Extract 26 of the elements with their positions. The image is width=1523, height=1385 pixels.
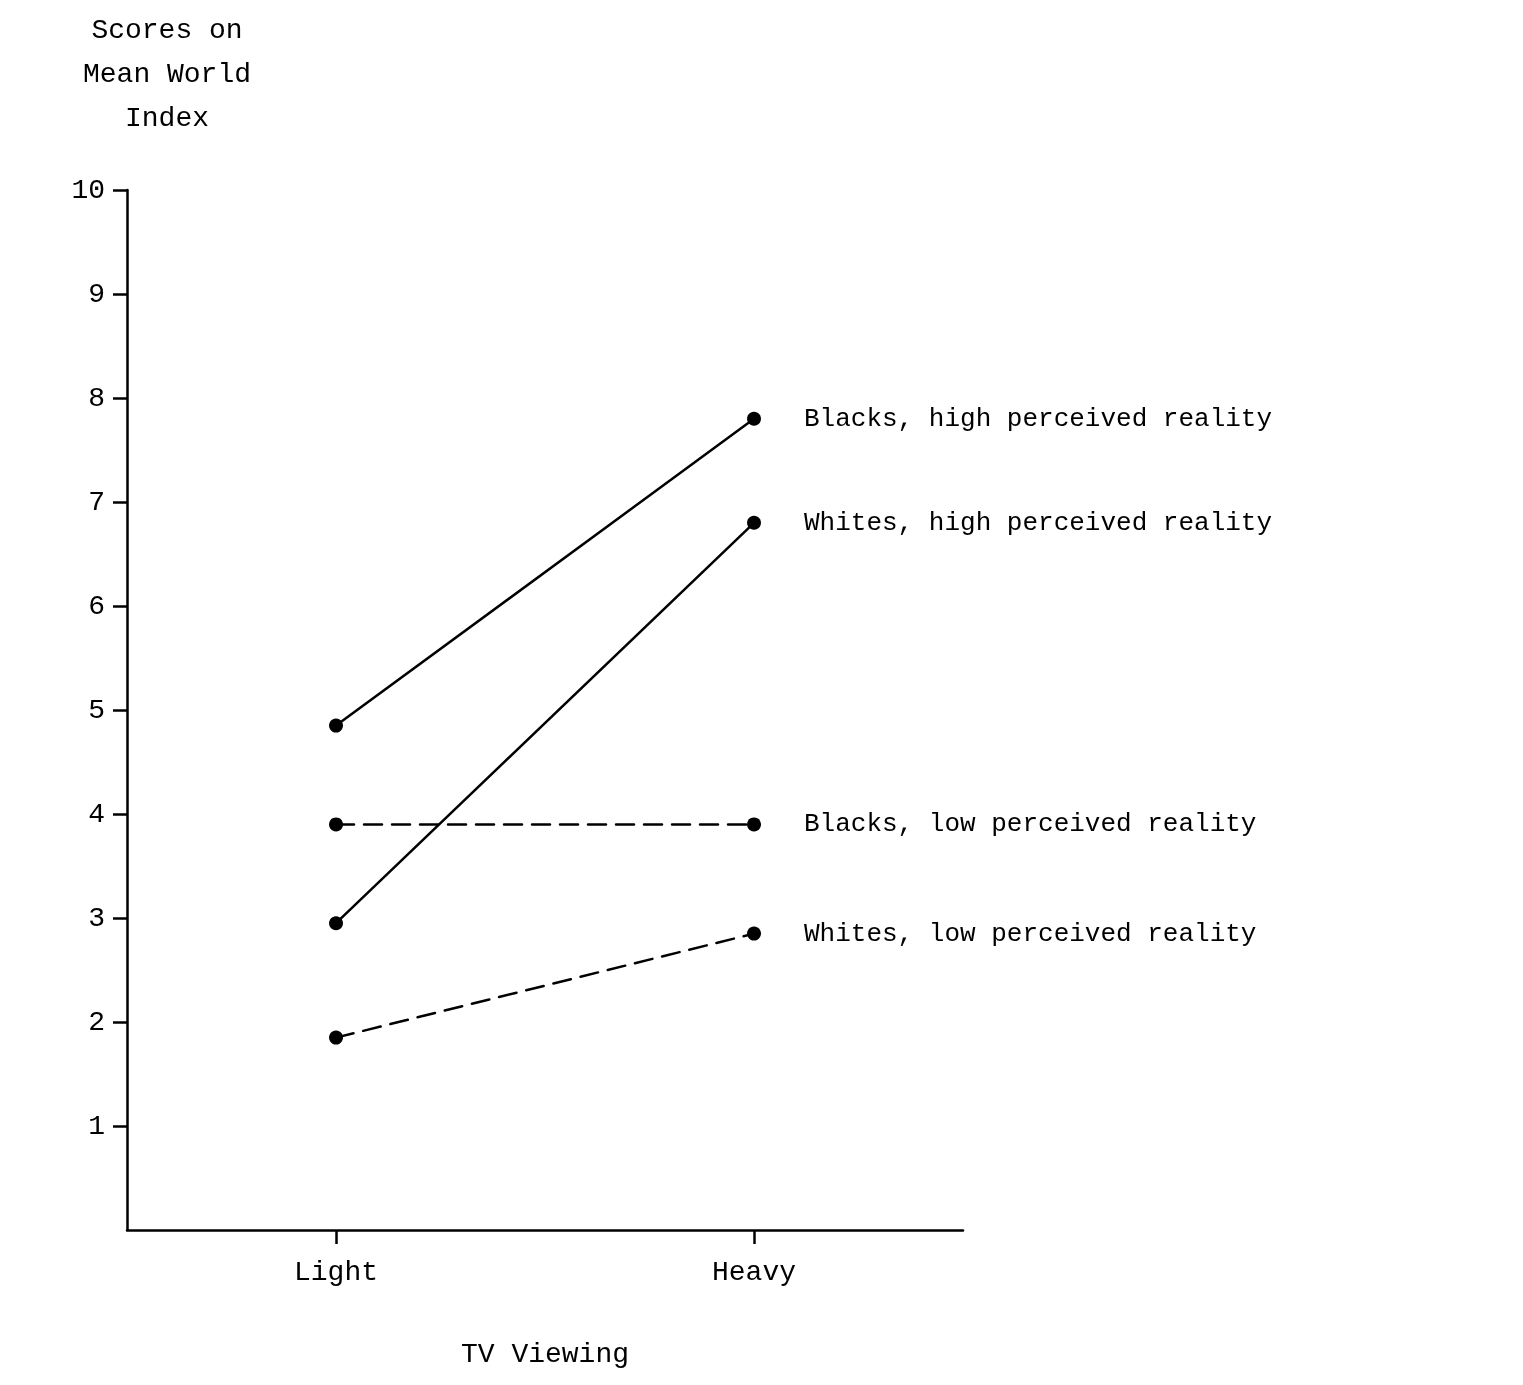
series-label: Blacks, low perceived reality — [804, 809, 1257, 840]
y-tick-label: 9 — [88, 278, 106, 310]
y-tick-label: 6 — [88, 590, 106, 622]
y-tick-label: 10 — [71, 174, 106, 206]
series-label: Blacks, high perceived reality — [804, 403, 1273, 434]
point — [747, 926, 761, 941]
x-tick-label: Light — [294, 1256, 379, 1288]
point — [747, 411, 761, 426]
point — [329, 718, 344, 733]
y-tick-label: 7 — [88, 486, 106, 518]
y-tick-label: 5 — [88, 694, 106, 726]
point — [329, 817, 344, 832]
point — [329, 1030, 344, 1045]
y-tick-label: 1 — [88, 1110, 106, 1142]
point — [329, 916, 344, 931]
series-label: Whites, high perceived reality — [804, 507, 1273, 538]
x-axis-title: TV Viewing — [460, 1338, 630, 1370]
y-axis-title: Scores on Mean World Index — [83, 14, 252, 134]
y-tick-label: 8 — [88, 382, 106, 414]
x-tick-label: Heavy — [712, 1256, 797, 1288]
point — [747, 817, 761, 832]
y-tick-label: 4 — [88, 798, 106, 830]
point — [747, 515, 761, 530]
y-tick-label: 2 — [88, 1006, 106, 1038]
y-tick-label: 3 — [88, 902, 106, 934]
series-label: Whites, low perceived reality — [804, 918, 1257, 949]
